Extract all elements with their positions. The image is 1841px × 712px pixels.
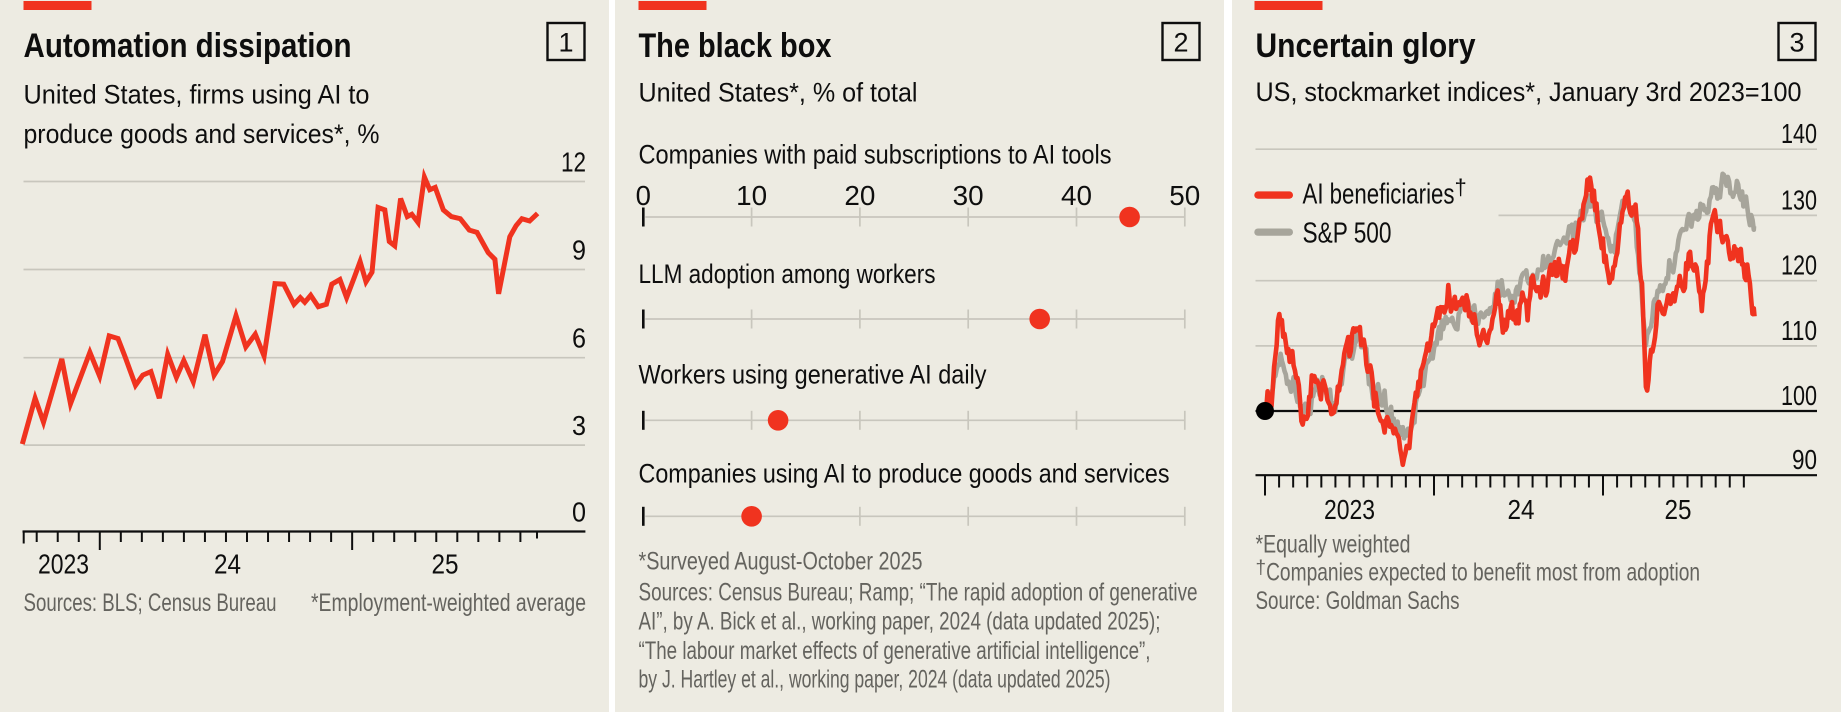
- svg-text:*Equally weighted: *Equally weighted: [1256, 531, 1411, 559]
- svg-text:†Companies expected to benefit: †Companies expected to benefit most from…: [1256, 558, 1701, 587]
- svg-text:110: 110: [1781, 315, 1817, 346]
- svg-text:Workers using generative AI da: Workers using generative AI daily: [639, 360, 987, 390]
- svg-text:The black box: The black box: [639, 27, 832, 65]
- svg-text:0: 0: [572, 497, 586, 528]
- svg-text:Source: Goldman Sachs: Source: Goldman Sachs: [1256, 587, 1460, 615]
- svg-text:Sources: BLS; Census Bureau: Sources: BLS; Census Bureau: [24, 589, 277, 617]
- svg-text:40: 40: [1061, 180, 1092, 211]
- svg-text:produce goods and services*, %: produce goods and services*, %: [24, 119, 380, 149]
- svg-text:Sources: Census Bureau; Ramp;: Sources: Census Bureau; Ramp; “The rapid…: [639, 578, 1198, 606]
- svg-text:1: 1: [558, 28, 573, 58]
- svg-text:6: 6: [572, 323, 586, 354]
- svg-text:3: 3: [572, 410, 586, 441]
- svg-text:25: 25: [432, 548, 459, 579]
- svg-text:AI”, by A. Bick et al., workin: AI”, by A. Bick et al., working paper, 2…: [639, 608, 1161, 636]
- svg-text:AI beneficiaries†: AI beneficiaries†: [1303, 174, 1467, 210]
- svg-text:Automation dissipation: Automation dissipation: [24, 27, 352, 65]
- svg-text:LLM adoption among workers: LLM adoption among workers: [639, 259, 936, 289]
- svg-text:20: 20: [844, 180, 875, 211]
- svg-text:9: 9: [572, 235, 586, 266]
- svg-text:30: 30: [953, 180, 984, 211]
- svg-text:120: 120: [1781, 250, 1817, 281]
- svg-text:90: 90: [1792, 444, 1817, 475]
- svg-text:Uncertain glory: Uncertain glory: [1256, 27, 1476, 65]
- svg-text:12: 12: [561, 147, 586, 178]
- svg-text:140: 140: [1781, 118, 1817, 149]
- svg-text:*Employment-weighted average: *Employment-weighted average: [311, 589, 586, 617]
- svg-text:130: 130: [1781, 184, 1817, 215]
- svg-text:50: 50: [1169, 180, 1200, 211]
- svg-text:*Surveyed August-October 2025: *Surveyed August-October 2025: [639, 547, 923, 575]
- svg-text:100: 100: [1781, 380, 1817, 411]
- svg-text:US, stockmarket indices*, Janu: US, stockmarket indices*, January 3rd 20…: [1256, 77, 1802, 107]
- svg-text:“The labour market effects of: “The labour market effects of generative…: [639, 637, 1151, 665]
- svg-text:S&P 500: S&P 500: [1303, 218, 1392, 250]
- svg-text:2023: 2023: [1324, 494, 1375, 525]
- svg-text:Companies using AI to produce: Companies using AI to produce goods and …: [639, 459, 1170, 489]
- svg-text:2023: 2023: [38, 548, 89, 579]
- svg-text:24: 24: [1508, 494, 1535, 525]
- svg-text:by J. Hartley et al., working: by J. Hartley et al., working paper, 202…: [639, 665, 1111, 693]
- svg-text:2: 2: [1173, 28, 1188, 58]
- svg-text:25: 25: [1665, 494, 1692, 525]
- svg-text:10: 10: [736, 180, 767, 211]
- svg-text:3: 3: [1789, 28, 1804, 58]
- svg-text:United States, firms using AI: United States, firms using AI to: [24, 80, 370, 110]
- svg-text:United States*, % of total: United States*, % of total: [639, 78, 918, 108]
- svg-text:Companies with paid subscripti: Companies with paid subscriptions to AI …: [639, 140, 1112, 170]
- svg-text:0: 0: [636, 180, 651, 211]
- svg-text:24: 24: [214, 548, 241, 579]
